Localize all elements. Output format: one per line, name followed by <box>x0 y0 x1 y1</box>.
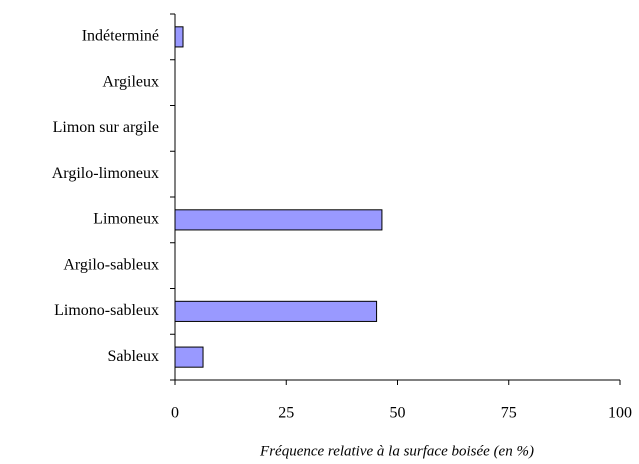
x-tick-label: 100 <box>608 405 632 422</box>
y-tick-label: Argileux <box>102 73 159 90</box>
bar <box>174 300 378 322</box>
y-tick-label: Limoneux <box>93 211 159 228</box>
y-tick-label: Limon sur argile <box>53 119 159 136</box>
x-tick-label: 50 <box>390 405 406 422</box>
y-tick-label: Indéterminé <box>82 28 159 45</box>
bar <box>174 26 184 48</box>
bar <box>174 209 383 231</box>
y-tick-label: Argilo-sableux <box>63 256 159 273</box>
y-tick-label: Argilo-limoneux <box>52 165 159 182</box>
x-tick-label: 0 <box>171 405 179 422</box>
x-tick-label: 25 <box>278 405 294 422</box>
bar <box>174 346 204 368</box>
x-axis-title: Fréquence relative à la surface boisée (… <box>259 443 534 459</box>
y-tick-label: Sableux <box>107 348 159 365</box>
x-tick-label: 75 <box>501 405 517 422</box>
y-tick-label: Limono-sableux <box>54 302 159 319</box>
